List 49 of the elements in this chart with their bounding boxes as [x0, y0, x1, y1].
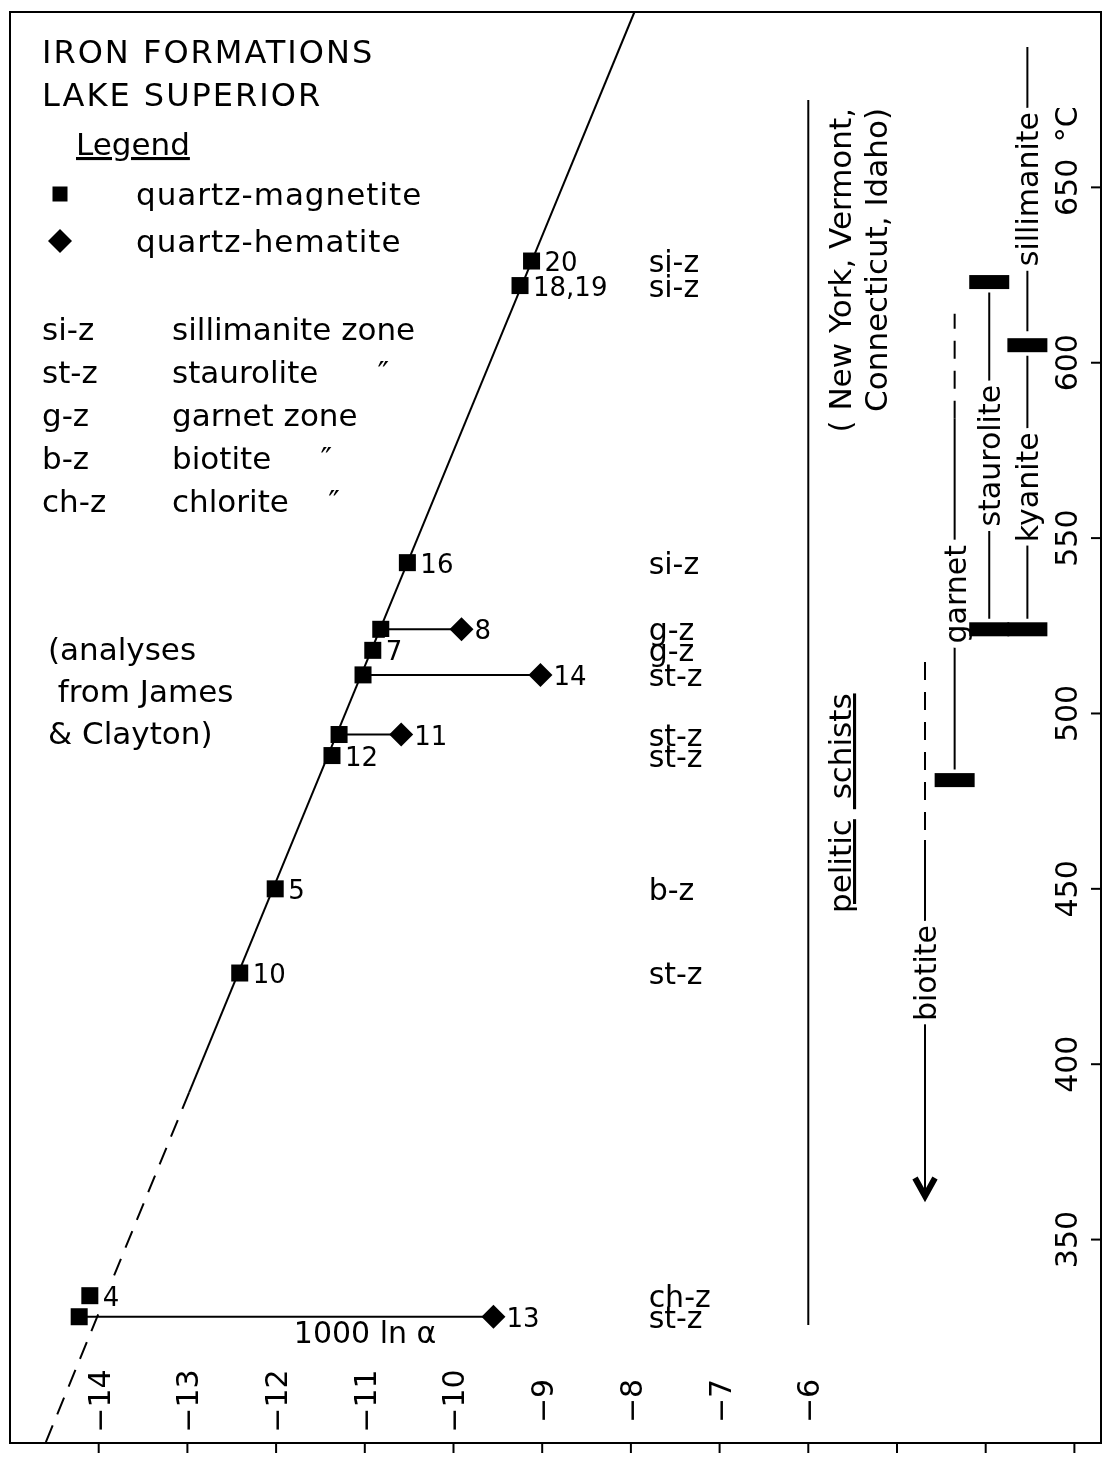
text: b-z biotite ″	[42, 440, 333, 476]
annotation: 8	[474, 615, 492, 646]
x-tick-label: −8	[613, 1378, 649, 1424]
y-tick-label: 500	[1049, 684, 1084, 743]
x-tick-label: −9	[525, 1378, 561, 1424]
text: staurolite	[972, 384, 1008, 527]
annotation: 18,19	[533, 271, 608, 302]
legend-label: quartz-magnetite	[136, 176, 423, 212]
legend-title: Legend	[76, 126, 190, 162]
y-axis-title: °C	[1049, 106, 1084, 143]
y-tick-label: 400	[1049, 1035, 1084, 1093]
text: ch-z chlorite ″	[42, 483, 340, 519]
annotation: 10	[252, 959, 286, 990]
annotation: 13	[506, 1302, 540, 1333]
annotation: 4	[102, 1281, 120, 1312]
text: LAKE SUPERIOR	[42, 76, 323, 114]
y-tick-label: 350	[1049, 1210, 1084, 1269]
annotation: 12	[344, 741, 379, 772]
annotation: 7	[385, 636, 403, 667]
text: st-z staurolite ″	[42, 354, 390, 390]
x-tick-label: −11	[347, 1369, 383, 1433]
legend-label: quartz-hematite	[136, 223, 402, 259]
y-tick-label: 600	[1049, 334, 1084, 392]
y-tick-label: 650	[1049, 158, 1084, 216]
x-tick-label: −7	[702, 1378, 738, 1424]
text: sillimanite	[1010, 112, 1046, 267]
y-tick-label: 550	[1049, 509, 1084, 567]
text: garnet	[937, 544, 973, 644]
annotation: 14	[553, 660, 587, 691]
annotation: ( New York, Vermont, Connecticut, Idaho)	[822, 108, 894, 433]
text: g-z garnet zone	[42, 397, 358, 433]
x-axis-title: 1000 ln α	[293, 1315, 437, 1350]
annotation: 5	[288, 874, 305, 905]
x-tick-label: −6	[791, 1378, 827, 1424]
x-tick-label: −10	[436, 1369, 472, 1433]
y-tick-label: 450	[1049, 860, 1084, 918]
annotation: si-z	[648, 545, 700, 581]
annotation: 11	[414, 720, 448, 751]
annotation: b-z	[648, 871, 695, 907]
x-tick-label: −14	[81, 1369, 117, 1433]
annotation: st-z	[648, 956, 703, 992]
x-tick-label: −13	[170, 1369, 206, 1433]
text: si-z sillimanite zone	[42, 311, 416, 347]
annotation: pelitic schists	[822, 693, 858, 913]
x-tick-label: −12	[259, 1369, 295, 1433]
annotation: (analyses from James & Clayton)	[48, 631, 234, 751]
text: IRON FORMATIONS	[42, 33, 375, 71]
annotation: 16	[420, 548, 454, 579]
text: kyanite	[1010, 432, 1046, 543]
